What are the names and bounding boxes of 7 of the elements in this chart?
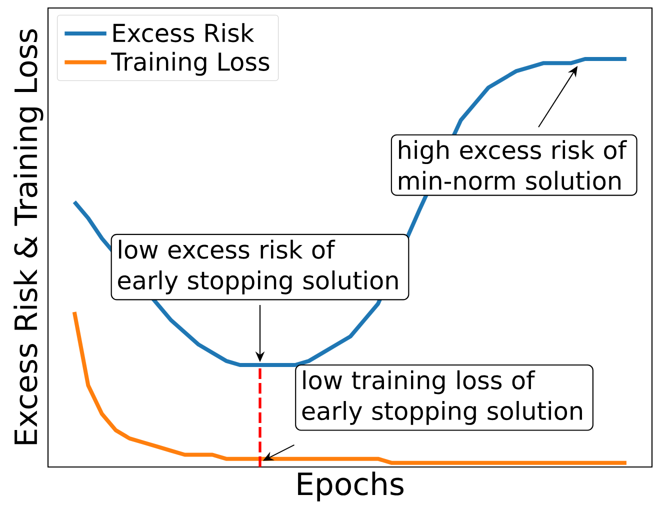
annotation: low excess risk of early stopping solution: [118, 240, 398, 294]
y-axis-title: Excess Risk & Training Loss: [14, 29, 44, 444]
annotation: low training loss of early stopping solution: [302, 370, 582, 425]
legend-label: Training Loss: [111, 52, 270, 76]
legend-label: Excess Risk: [113, 23, 254, 42]
x-axis-title: Epochs: [298, 472, 404, 502]
annotation: high excess risk of min-norm solution: [399, 140, 627, 190]
